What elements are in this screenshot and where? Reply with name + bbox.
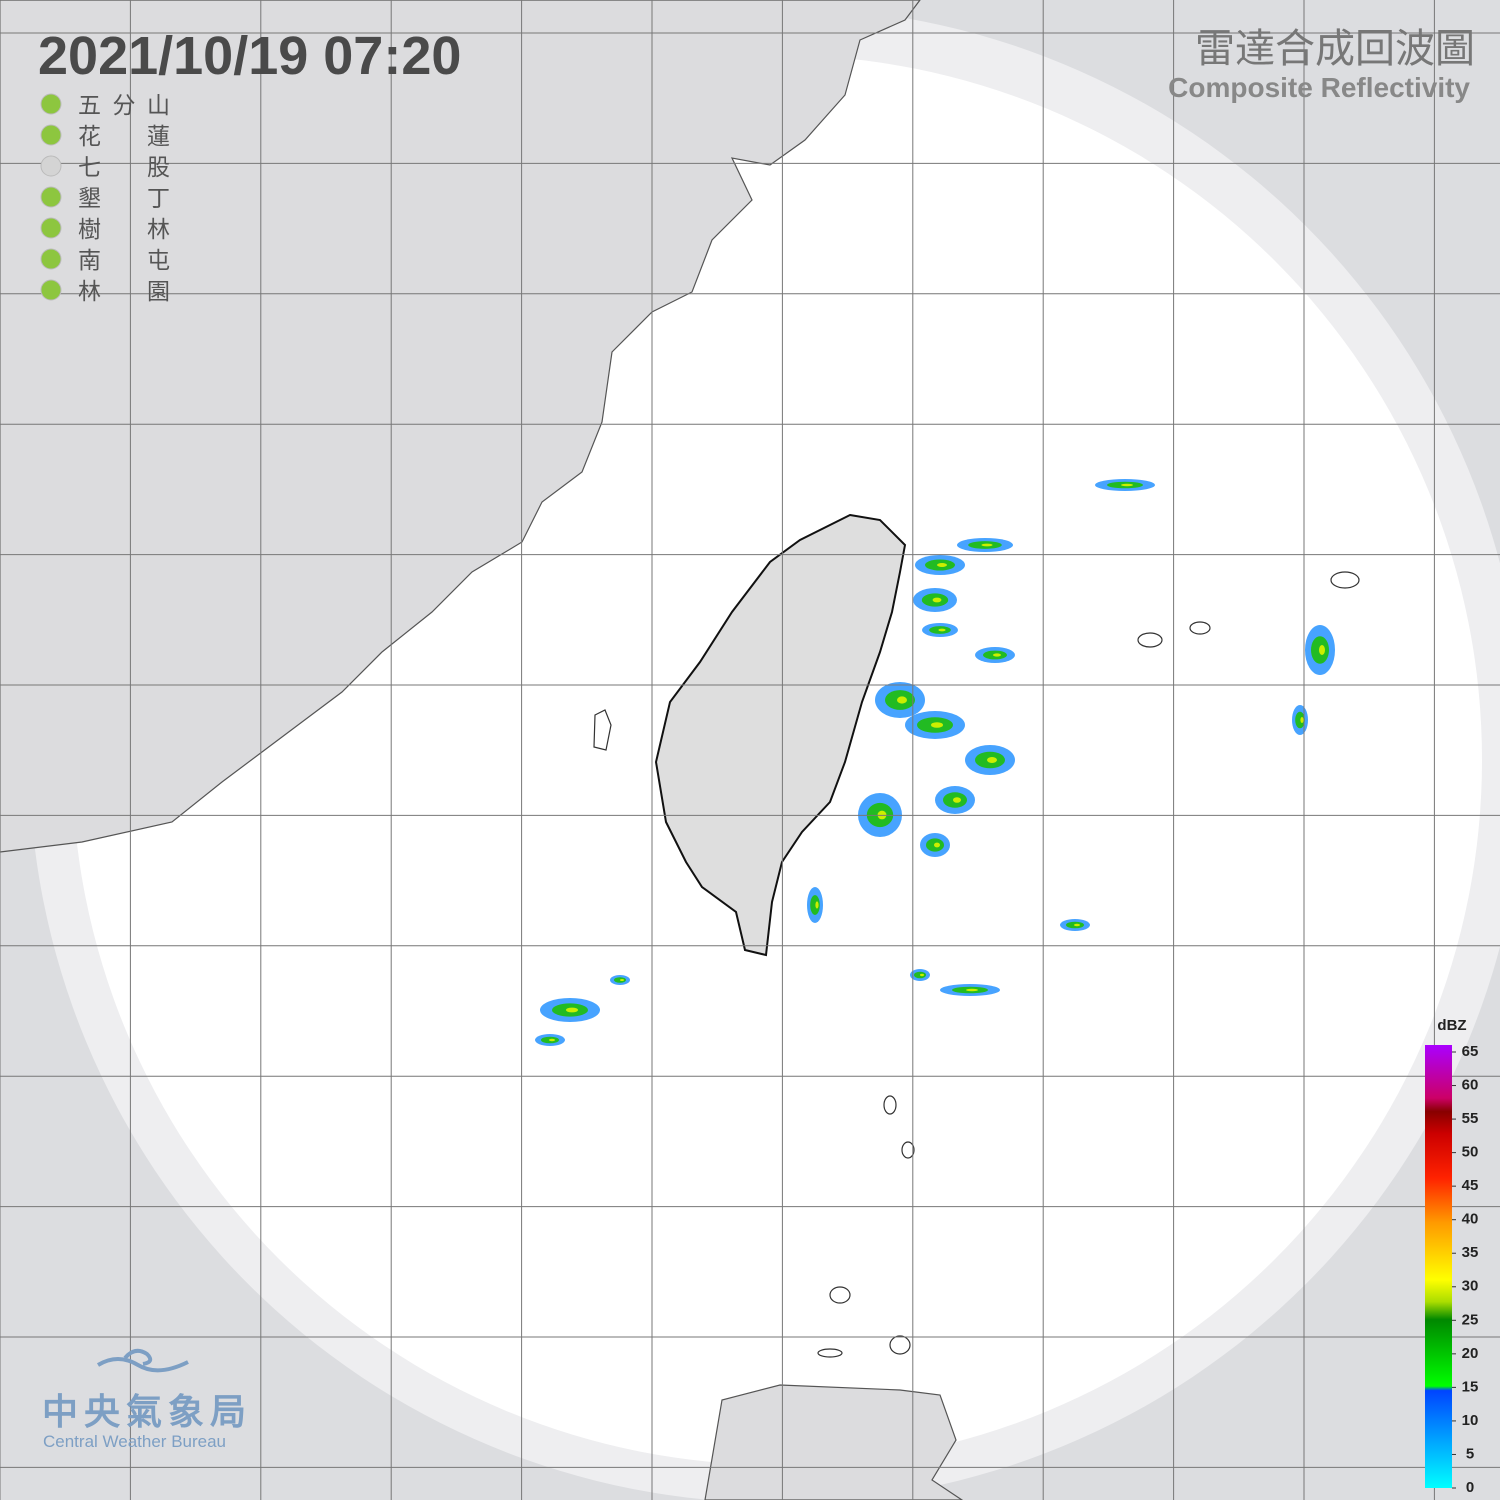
colorbar-tick-label: 35 [1462,1244,1479,1261]
logo: 中央氣象局 Central Weather Bureau [42,1348,246,1451]
station-name: 五分山 [78,93,170,119]
colorbar-unit: dBZ [1437,1017,1466,1034]
timestamp: 2021/10/19 07:20 [38,26,461,86]
taiwan [654,513,907,957]
echo-peak [938,628,946,632]
colorbar-tick-label: 0 [1466,1479,1474,1496]
echo-peak [981,543,993,547]
colorbar-tick-label: 45 [1462,1177,1479,1194]
colorbar-tick-label: 40 [1462,1211,1479,1228]
colorbar-tick-label: 25 [1462,1311,1479,1328]
island [901,1141,915,1159]
colorbar-tick-label: 50 [1462,1144,1479,1161]
echo-peak [815,901,819,909]
echo-core [1295,711,1305,729]
echo-peak [1319,645,1325,655]
echo-peak [953,797,961,803]
logo-name: 中央氣象局 [42,1392,246,1433]
luzon [704,1384,964,1500]
echo-core [810,895,820,915]
echo-peak [934,842,940,848]
echo-peak [897,696,907,704]
islands [593,571,1360,1358]
echo-peak [1074,923,1080,927]
island [889,1335,911,1355]
subtitle: Composite Reflectivity [1168,72,1470,103]
colorbar: dBZ 0 5 10 15 20 25 30 35 40 45 50 55 60 65 [1425,1017,1478,1496]
echo-peak [1121,483,1133,487]
echo-peak [549,1038,555,1042]
logo-name-en: Central Weather Bureau [43,1432,226,1451]
island [817,1348,843,1358]
station-dot [40,186,62,208]
station-dot [40,93,62,115]
island [1330,571,1360,589]
colorbar-tick-label: 30 [1462,1278,1479,1295]
echo-peak [620,979,624,981]
station-dot [40,279,62,301]
island [1137,632,1163,648]
station-dot [40,217,62,239]
colorbar-tick-label: 5 [1466,1445,1474,1462]
echo-peak [1300,717,1304,723]
island [883,1095,897,1115]
colorbar-tick-label: 10 [1462,1412,1479,1429]
colorbar-ramp [1425,1045,1452,1488]
echo-peak [931,722,943,728]
echo-peak [932,597,942,603]
colorbar-tick-label: 55 [1462,1110,1479,1127]
title: 雷達合成回波圖 [1195,26,1475,72]
echo-peak [987,757,997,763]
echo-peak [993,653,1001,657]
logo-mark [96,1348,189,1373]
station-dot [40,155,62,177]
echo-peak [920,973,924,977]
echo-peak [966,988,978,992]
colorbar-tick-label: 65 [1462,1043,1479,1060]
colorbar-tick-label: 20 [1462,1345,1479,1362]
radar-echoes [535,479,1335,1046]
island [829,1286,851,1304]
station-dot [40,248,62,270]
penghu [593,709,612,751]
colorbar-tick-label: 15 [1462,1378,1479,1395]
echo-peak [566,1007,578,1013]
mainland-coast [0,0,921,853]
island [1189,621,1211,635]
echo-peak [937,563,947,567]
station-dot [40,124,62,146]
colorbar-tick-label: 60 [1462,1077,1479,1094]
